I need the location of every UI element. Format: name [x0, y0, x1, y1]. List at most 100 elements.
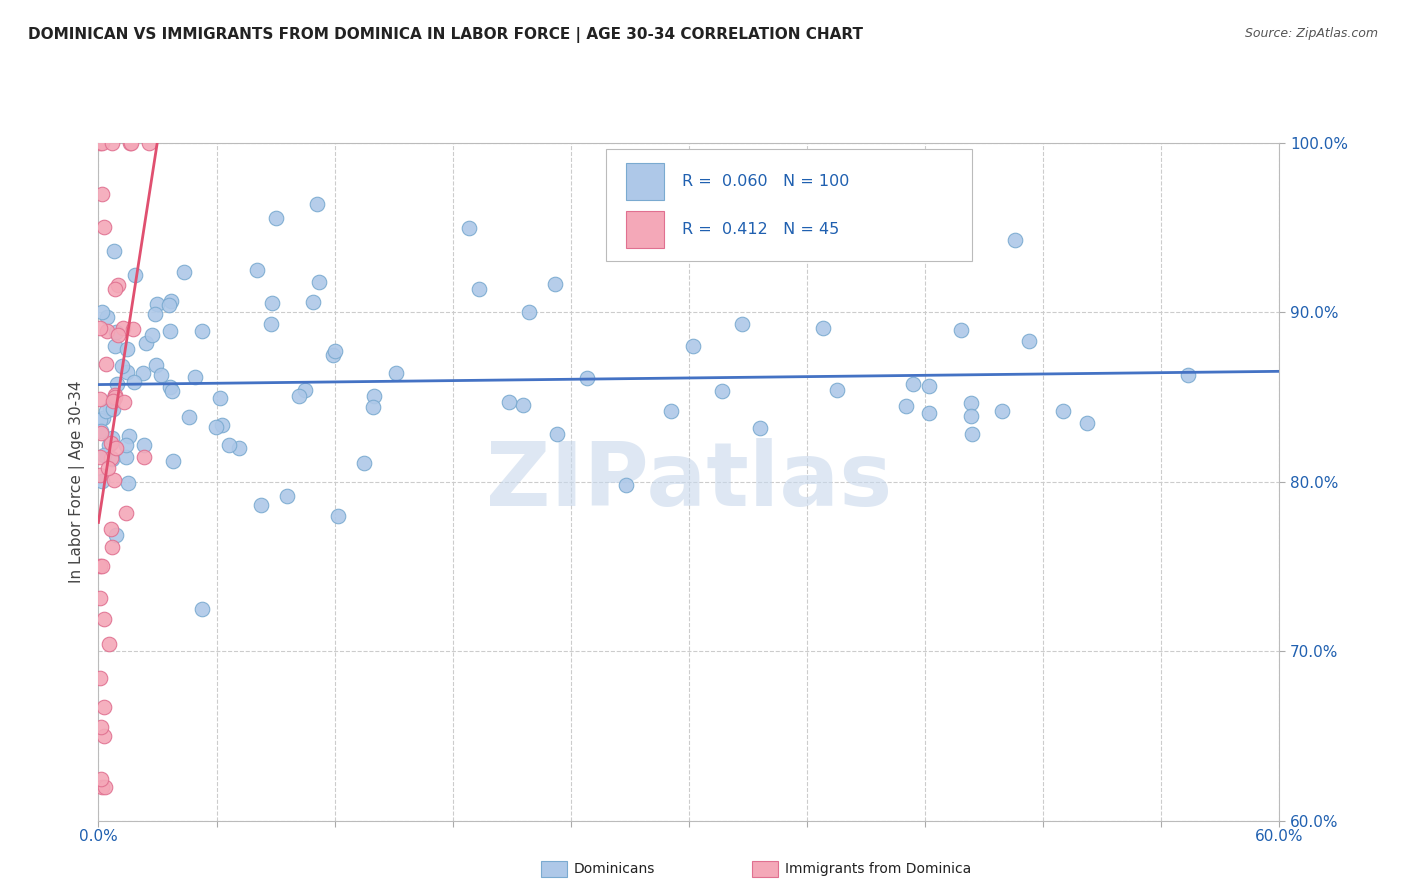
Point — [89, 136, 111, 150]
Point — [112, 394, 135, 409]
Point — [173, 265, 195, 279]
Text: DOMINICAN VS IMMIGRANTS FROM DOMINICA IN LABOR FORCE | AGE 30-34 CORRELATION CHA: DOMINICAN VS IMMIGRANTS FROM DOMINICA IN… — [28, 27, 863, 43]
Point — [363, 389, 385, 403]
Point — [512, 399, 534, 413]
Point — [458, 221, 481, 235]
Point — [132, 438, 155, 452]
Point — [100, 136, 122, 150]
Point — [89, 413, 111, 427]
Point — [93, 448, 115, 462]
Point — [544, 277, 567, 292]
Point — [1004, 233, 1026, 247]
Point — [160, 384, 183, 399]
Point — [89, 392, 111, 406]
Point — [825, 383, 848, 397]
Point — [302, 294, 325, 309]
Text: R =  0.412   N = 45: R = 0.412 N = 45 — [682, 221, 839, 236]
Text: Immigrants from Dominica: Immigrants from Dominica — [785, 862, 970, 876]
Point — [149, 368, 172, 382]
Point — [90, 426, 112, 441]
Point — [89, 591, 111, 606]
Point — [94, 780, 117, 794]
Point — [294, 383, 316, 397]
Point — [101, 393, 124, 408]
Point — [1076, 416, 1098, 430]
Point — [103, 473, 125, 487]
Point — [363, 400, 385, 414]
Text: 60.0%: 60.0% — [1256, 829, 1303, 844]
Point — [146, 297, 169, 311]
Point — [91, 186, 114, 201]
Point — [208, 392, 231, 406]
Point — [1177, 368, 1199, 383]
Point — [91, 410, 114, 425]
Point — [89, 467, 111, 482]
Point — [328, 508, 350, 523]
Text: R =  0.060   N = 100: R = 0.060 N = 100 — [682, 174, 849, 189]
Point — [93, 700, 115, 714]
Point — [1018, 334, 1040, 348]
Point — [468, 281, 491, 295]
Point — [115, 506, 138, 520]
Point — [96, 357, 118, 371]
Point — [918, 379, 941, 393]
Point — [96, 310, 118, 324]
Point — [576, 370, 599, 384]
Point — [114, 450, 136, 465]
Y-axis label: In Labor Force | Age 30-34: In Labor Force | Age 30-34 — [69, 380, 84, 583]
Point — [89, 321, 111, 335]
Point — [138, 136, 160, 150]
Point — [105, 441, 128, 455]
Point — [145, 358, 167, 372]
Point — [159, 325, 181, 339]
Point — [103, 392, 125, 406]
Text: Source: ZipAtlas.com: Source: ZipAtlas.com — [1244, 27, 1378, 40]
Point — [91, 780, 114, 794]
Point — [159, 380, 181, 394]
Point — [114, 438, 136, 452]
Point — [249, 498, 271, 512]
Point — [322, 349, 344, 363]
Point — [132, 366, 155, 380]
Point — [104, 528, 127, 542]
Point — [517, 305, 540, 319]
Text: ZIPatlas: ZIPatlas — [486, 438, 891, 525]
Point — [122, 322, 145, 336]
Point — [98, 401, 121, 415]
Point — [659, 404, 682, 418]
Point — [288, 389, 311, 403]
Point — [191, 324, 214, 338]
Point — [90, 772, 112, 786]
Bar — [626, 211, 664, 248]
Point — [115, 342, 138, 356]
Point — [91, 136, 114, 150]
Point — [97, 637, 120, 651]
Point — [325, 344, 347, 359]
Point — [100, 436, 122, 450]
Point — [100, 522, 122, 536]
Point — [135, 335, 157, 350]
Point — [107, 328, 129, 343]
Point — [104, 282, 127, 296]
Point — [276, 489, 298, 503]
Point — [101, 401, 124, 416]
Point — [124, 268, 146, 282]
Point — [97, 461, 120, 475]
Point — [710, 384, 733, 399]
Point — [124, 376, 146, 390]
Point — [546, 426, 568, 441]
Point — [159, 293, 181, 308]
Point — [218, 438, 240, 452]
Point — [949, 323, 972, 337]
Point — [107, 278, 129, 293]
Point — [353, 456, 375, 470]
Point — [117, 475, 139, 490]
Bar — [626, 163, 664, 201]
Point — [385, 366, 408, 380]
Point — [90, 424, 112, 438]
FancyBboxPatch shape — [606, 150, 973, 261]
Point — [118, 429, 141, 443]
Point — [103, 244, 125, 258]
Point — [90, 558, 112, 573]
Point — [89, 671, 111, 685]
